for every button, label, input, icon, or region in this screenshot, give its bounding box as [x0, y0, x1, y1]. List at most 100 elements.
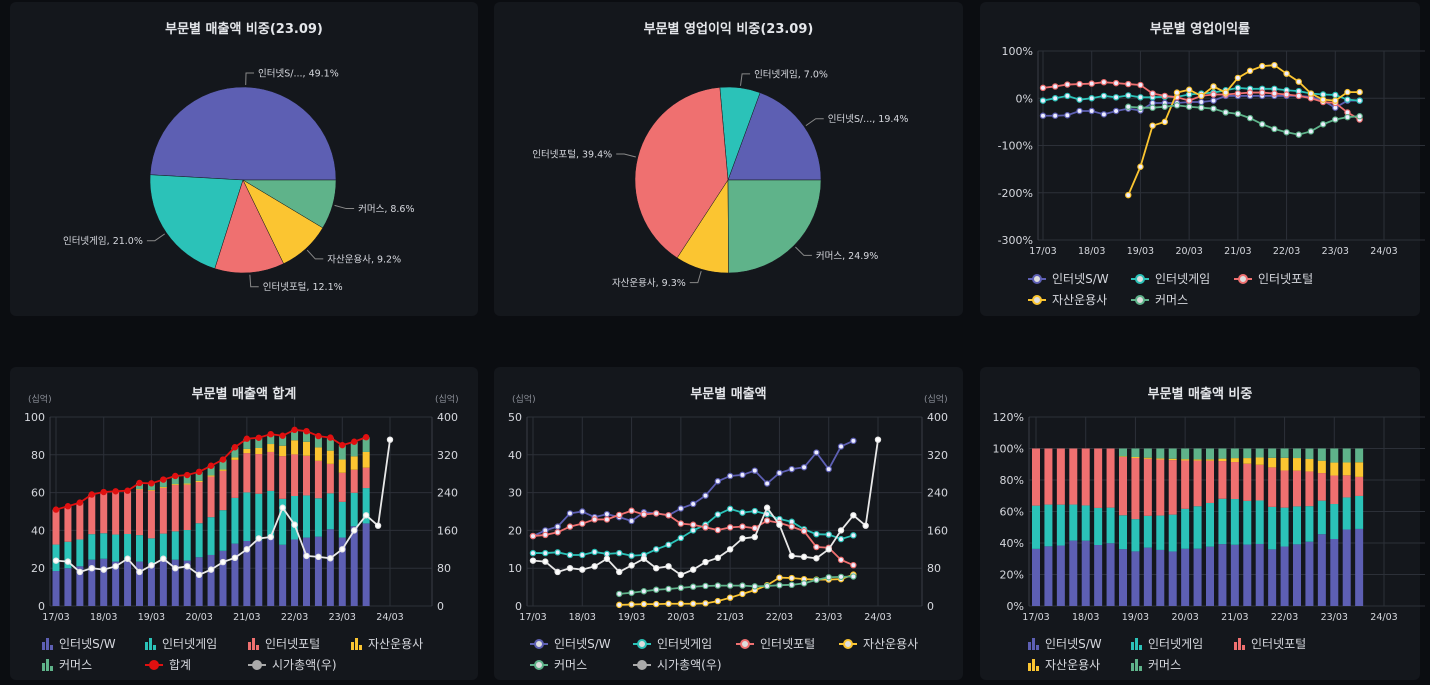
total-series-point	[184, 471, 191, 479]
total-series-point	[267, 430, 274, 438]
pie-slice-label: 인터넷S/..., 19.4%	[828, 114, 909, 125]
legend-item[interactable]: 인터넷포털	[736, 635, 839, 652]
share-bar-segment	[1032, 448, 1040, 506]
pie-label-line	[795, 246, 812, 256]
margin-series-point	[1112, 79, 1120, 87]
bar-series-icon	[1131, 658, 1142, 671]
x-tick-label: 23/03	[1321, 612, 1348, 623]
share-bar-segment	[1230, 499, 1239, 545]
stacked-bar-segment	[219, 469, 227, 471]
bar-series-icon	[1131, 637, 1142, 650]
legend-item[interactable]: 인터넷포털	[1234, 635, 1337, 652]
legend-item[interactable]: 커머스	[1131, 656, 1234, 673]
y2-tick-label: 400	[927, 411, 948, 424]
legend-item[interactable]: 인터넷게임	[145, 635, 248, 652]
legend-item[interactable]: 인터넷포털	[1234, 270, 1337, 287]
legend-item[interactable]: 자산운용사	[1028, 291, 1131, 308]
margin-series-point	[1112, 94, 1120, 101]
legend-item[interactable]: 커머스	[42, 656, 145, 673]
stacked-bar-segment	[171, 559, 179, 606]
legend-item[interactable]: 자산운용사	[839, 635, 942, 652]
total-series-point	[100, 488, 107, 496]
stacked-bar-segment	[326, 437, 334, 451]
stacked-bar-segment	[279, 445, 287, 457]
stacked-bar-segment	[267, 444, 275, 452]
stacked-bar-segment	[338, 501, 346, 538]
legend-item[interactable]: 인터넷게임	[633, 635, 736, 652]
share-bar-segment	[1181, 508, 1190, 549]
legend-label: 인터넷S/W	[1045, 637, 1102, 651]
stacked-bar-segment	[279, 544, 287, 606]
stacked-bar-segment	[207, 465, 215, 476]
market-cap-series-point	[374, 522, 382, 529]
market-cap-series-point	[850, 512, 857, 519]
sales-series-point	[850, 561, 857, 569]
legend-label: 인터넷포털	[265, 637, 321, 651]
y2-tick-label: 80	[437, 562, 451, 575]
legend-label: 자산운용사	[863, 637, 919, 651]
market-cap-series-point	[52, 557, 60, 564]
legend-item[interactable]: 자산운용사	[1028, 656, 1131, 673]
margin-series-point	[1356, 97, 1363, 104]
left-axis-unit: (십억)	[28, 395, 52, 405]
sales-series-point	[751, 507, 758, 515]
stacked-bar-segment	[291, 539, 299, 606]
margin-series-point	[1307, 128, 1315, 135]
legend-item[interactable]: 인터넷S/W	[1028, 270, 1131, 287]
stacked-bar-segment	[243, 448, 251, 454]
margin-series-point	[1125, 191, 1132, 199]
stacked-bar-segment	[267, 451, 275, 491]
legend-label: 시가총액(우)	[272, 658, 337, 672]
margin-series-point	[1222, 109, 1229, 116]
stacked-bar-segment	[243, 453, 251, 493]
x-tick-label: 20/03	[667, 612, 694, 623]
legend-item[interactable]: 커머스	[530, 656, 633, 673]
margin-series-point	[1149, 122, 1156, 129]
stacked-bar-segment	[219, 550, 227, 606]
legend-item[interactable]: 자산운용사	[351, 635, 454, 652]
stacked-bar-segment	[362, 523, 370, 606]
share-bar-segment	[1119, 456, 1127, 457]
share-bar-segment	[1355, 495, 1364, 529]
sales-series-point	[529, 549, 537, 557]
stacked-bar-segment	[76, 566, 84, 606]
margin-series-point	[1271, 61, 1278, 69]
stacked-bar-segment	[183, 475, 191, 484]
legend-item[interactable]: 인터넷S/W	[1028, 635, 1131, 652]
sales-series-point	[665, 541, 672, 548]
legend-item[interactable]: 커머스	[1131, 291, 1234, 308]
legend-label: 합계	[169, 658, 192, 672]
legend-item[interactable]: 합계	[145, 656, 248, 673]
stacked-bar-segment	[303, 495, 310, 538]
legend-item[interactable]: 인터넷S/W	[530, 635, 633, 652]
sales-series-point	[800, 580, 808, 587]
legend-dot	[1135, 273, 1145, 284]
legend-item[interactable]: 시가총액(우)	[633, 656, 736, 673]
chart-title: 부문별 영업이익률	[1149, 22, 1251, 37]
sales-series-point	[726, 594, 734, 601]
share-bar-segment	[1280, 507, 1289, 547]
legend-item[interactable]: 인터넷게임	[1131, 635, 1234, 652]
legend-item[interactable]: 시가총액(우)	[248, 656, 351, 673]
pie-label-line	[616, 153, 636, 158]
y-tick-label: 80	[31, 449, 45, 462]
market-cap-series-point	[788, 552, 795, 560]
bar-series-icon	[42, 637, 53, 650]
sales-series-point	[726, 524, 734, 531]
sales-series-point	[825, 531, 832, 538]
stacked-bar-segment	[124, 533, 132, 561]
legend-item[interactable]: 인터넷포털	[248, 635, 351, 652]
legend-label: 인터넷게임	[1148, 637, 1204, 651]
x-tick-label: 23/03	[329, 612, 356, 623]
stacked-bar-segment	[147, 489, 155, 491]
market-cap-series-point	[351, 527, 358, 534]
legend-item[interactable]: 인터넷게임	[1131, 270, 1234, 287]
stacked-bar-segment	[76, 539, 84, 567]
sales-series-point	[665, 512, 672, 519]
sales-series-point	[628, 507, 635, 514]
stacked-bar-segment	[171, 531, 179, 560]
stacked-bar-segment	[362, 467, 370, 489]
margin-series-point	[1210, 105, 1217, 112]
margin-series-point	[1039, 97, 1047, 104]
legend-item[interactable]: 인터넷S/W	[42, 635, 145, 652]
